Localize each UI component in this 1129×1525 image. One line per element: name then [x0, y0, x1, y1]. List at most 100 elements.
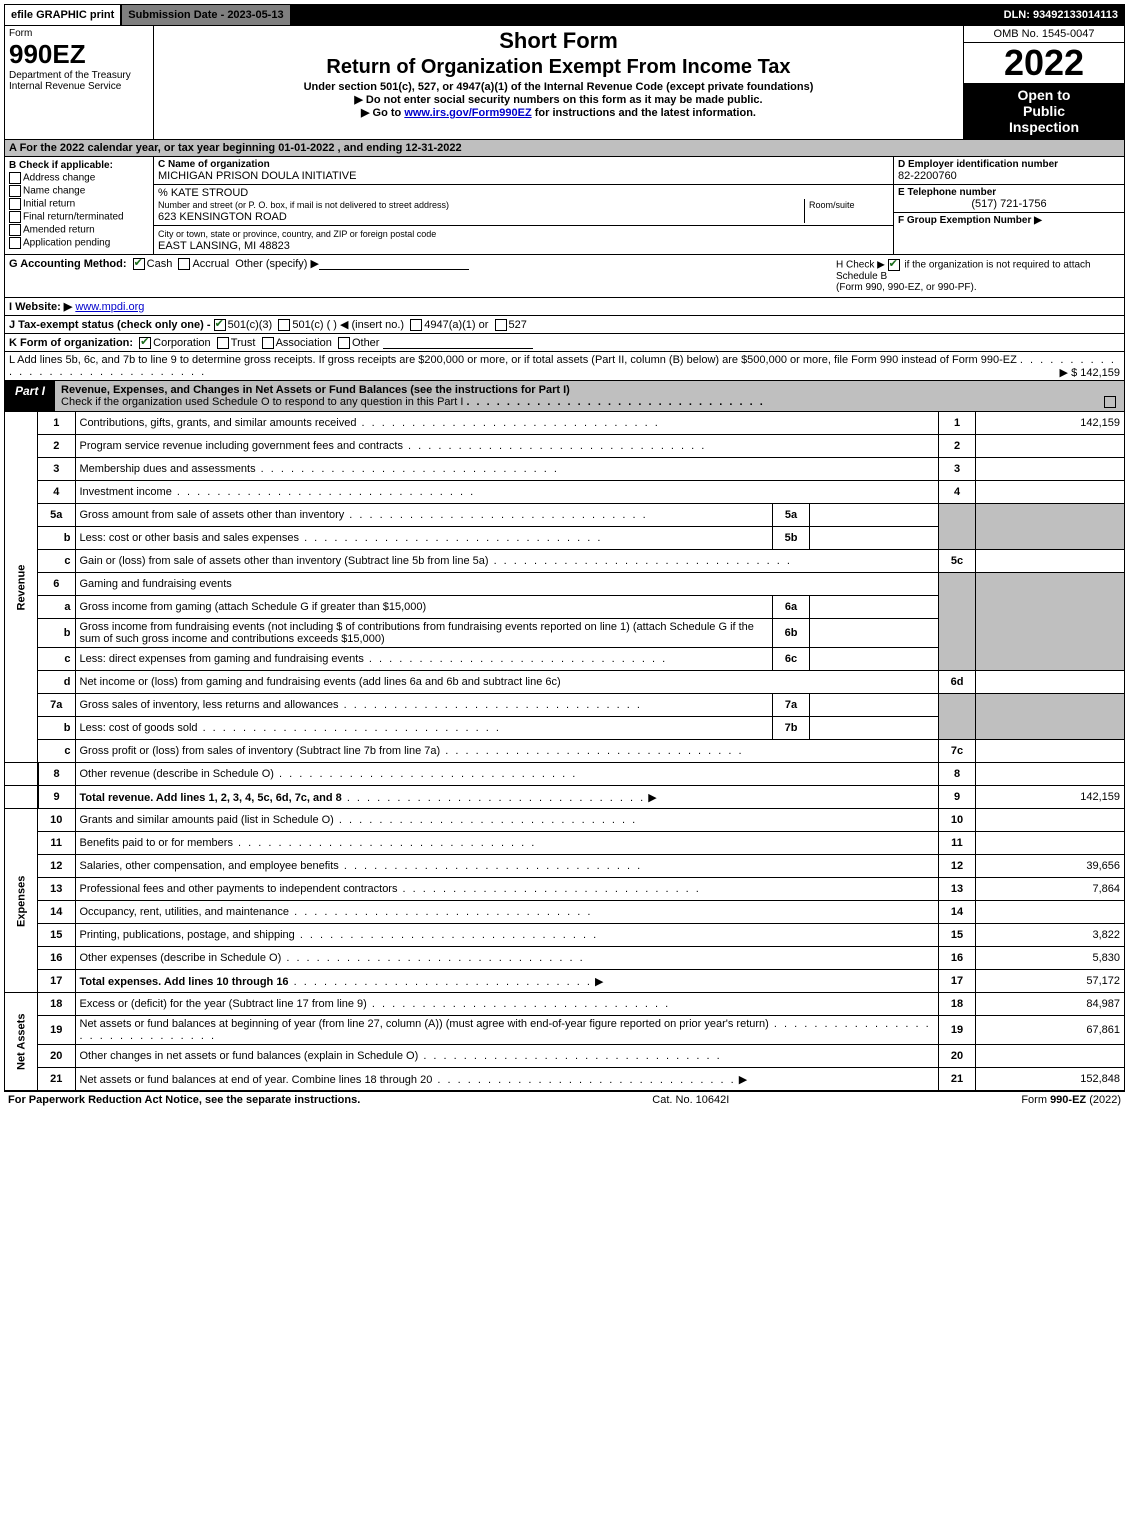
ln7a-d: Gross sales of inventory, less returns a…	[75, 694, 773, 717]
irs-link[interactable]: www.irs.gov/Form990EZ	[404, 107, 531, 119]
room-label: Room/suite	[809, 200, 855, 210]
k-trust: Trust	[231, 337, 256, 349]
ln2-d: Program service revenue including govern…	[75, 435, 939, 458]
ln9-box: 9	[939, 786, 976, 809]
ln13-box: 13	[939, 878, 976, 901]
care-of: % KATE STROUD	[158, 187, 889, 199]
l-text: L Add lines 5b, 6c, and 7b to line 9 to …	[9, 354, 1017, 366]
checkbox-corp[interactable]	[139, 337, 151, 349]
ln6-n: 6	[38, 573, 76, 596]
ln5c-box: 5c	[939, 550, 976, 573]
ln18-box: 18	[939, 993, 976, 1016]
section-j: J Tax-exempt status (check only one) - 5…	[4, 316, 1125, 334]
ln8-box: 8	[939, 763, 976, 786]
checkbox-4947[interactable]	[410, 319, 422, 331]
checkbox-cash[interactable]	[133, 258, 145, 270]
short-form-title: Short Form	[158, 28, 959, 54]
checkbox-h[interactable]	[888, 259, 900, 271]
goto-pre: ▶ Go to	[361, 107, 404, 119]
ln5b-d: Less: cost or other basis and sales expe…	[75, 527, 773, 550]
checkbox-trust[interactable]	[217, 337, 229, 349]
ln7a-ival	[810, 694, 939, 717]
ln12-v: 39,656	[976, 855, 1125, 878]
ln2-v	[976, 435, 1125, 458]
checkbox-other[interactable]	[338, 337, 350, 349]
checkbox-assoc[interactable]	[262, 337, 274, 349]
ln6c-ibox: 6c	[773, 648, 810, 671]
ln6d-box: 6d	[939, 671, 976, 694]
ln17-box: 17	[939, 970, 976, 993]
ln5b-ibox: 5b	[773, 527, 810, 550]
ln6b-n: b	[38, 619, 76, 648]
tax-year: 2022	[964, 43, 1124, 83]
checkbox-501c[interactable]	[278, 319, 290, 331]
k-assoc: Association	[276, 337, 332, 349]
return-title: Return of Organization Exempt From Incom…	[158, 56, 959, 79]
checkbox-amended[interactable]	[9, 224, 21, 236]
ln6b-d: Gross income from fundraising events (no…	[75, 619, 773, 648]
ln3-box: 3	[939, 458, 976, 481]
ln6-shade-v	[976, 573, 1125, 671]
ln10-n: 10	[38, 809, 76, 832]
side-blank2	[5, 786, 38, 809]
ln18-n: 18	[38, 993, 76, 1016]
checkbox-initial[interactable]	[9, 198, 21, 210]
ln15-d: Printing, publications, postage, and shi…	[75, 924, 939, 947]
j-501c: 501(c) ( ) ◀ (insert no.)	[292, 319, 404, 331]
ln13-n: 13	[38, 878, 76, 901]
checkbox-accrual[interactable]	[178, 258, 190, 270]
ln3-v	[976, 458, 1125, 481]
ln7b-ibox: 7b	[773, 717, 810, 740]
ln21-d: Net assets or fund balances at end of ye…	[75, 1068, 939, 1091]
ln1-box: 1	[939, 412, 976, 435]
ln3-n: 3	[38, 458, 76, 481]
section-g: H Check ▶ if the organization is not req…	[4, 255, 1125, 298]
dln-label: DLN: 93492133014113	[998, 5, 1124, 25]
checkbox-pending[interactable]	[9, 237, 21, 249]
ln10-v	[976, 809, 1125, 832]
ln5a-ival	[810, 504, 939, 527]
g-cash: Cash	[147, 258, 173, 270]
goto-note: ▶ Go to www.irs.gov/Form990EZ for instru…	[158, 106, 959, 119]
ln21-n: 21	[38, 1068, 76, 1091]
checkbox-501c3[interactable]	[214, 319, 226, 331]
ln20-d: Other changes in net assets or fund bala…	[75, 1045, 939, 1068]
footer: For Paperwork Reduction Act Notice, see …	[4, 1091, 1125, 1108]
ln6a-d: Gross income from gaming (attach Schedul…	[75, 596, 773, 619]
submission-date: Submission Date - 2023-05-13	[120, 5, 291, 25]
ln9-d: Total revenue. Add lines 1, 2, 3, 4, 5c,…	[75, 786, 939, 809]
b-addr-change: Address change	[9, 172, 149, 184]
ln5b-ival	[810, 527, 939, 550]
checkbox-527[interactable]	[495, 319, 507, 331]
checkbox-final[interactable]	[9, 211, 21, 223]
j-501c3: 501(c)(3)	[228, 319, 273, 331]
website-link[interactable]: www.mpdi.org	[75, 301, 144, 313]
k-label: K Form of organization:	[9, 337, 133, 349]
ln7b-n: b	[38, 717, 76, 740]
ln11-box: 11	[939, 832, 976, 855]
ln10-box: 10	[939, 809, 976, 832]
irs-label: Internal Revenue Service	[9, 81, 149, 92]
part1-tab: Part I	[5, 381, 55, 411]
ln6b-ibox: 6b	[773, 619, 810, 648]
ln5-shade-v	[976, 504, 1125, 550]
ln14-box: 14	[939, 901, 976, 924]
ln6d-d: Net income or (loss) from gaming and fun…	[75, 671, 939, 694]
ln7-shade	[939, 694, 976, 740]
ln9-v: 142,159	[976, 786, 1125, 809]
part1-header: Part I Revenue, Expenses, and Changes in…	[4, 381, 1125, 412]
checkbox-addr-change[interactable]	[9, 172, 21, 184]
goto-post: for instructions and the latest informat…	[532, 107, 756, 119]
ln5c-d: Gain or (loss) from sale of assets other…	[75, 550, 939, 573]
checkbox-name-change[interactable]	[9, 185, 21, 197]
section-h: H Check ▶ if the organization is not req…	[832, 257, 1120, 295]
g-label: G Accounting Method:	[9, 258, 127, 270]
b-initial: Initial return	[9, 198, 149, 210]
checkbox-sched-o[interactable]	[1104, 396, 1116, 408]
ln8-d: Other revenue (describe in Schedule O)	[75, 763, 939, 786]
ln21-box: 21	[939, 1068, 976, 1091]
ln4-box: 4	[939, 481, 976, 504]
ln14-v	[976, 901, 1125, 924]
ln12-n: 12	[38, 855, 76, 878]
g-other: Other (specify) ▶	[235, 258, 319, 270]
